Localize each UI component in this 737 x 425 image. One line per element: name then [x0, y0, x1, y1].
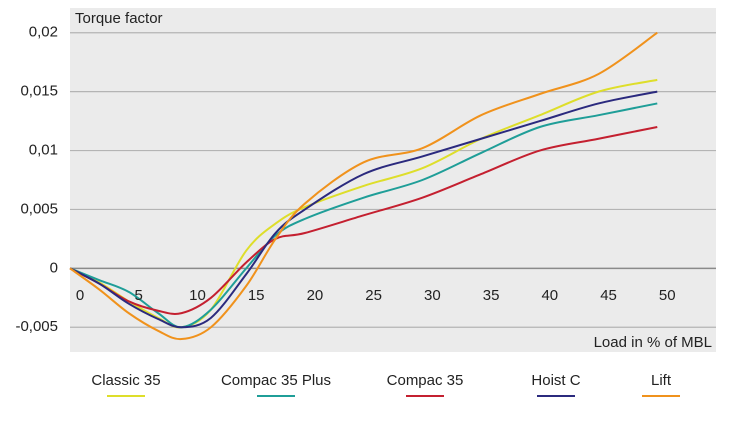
x-tick-label: 25	[365, 287, 382, 304]
y-tick-label: 0,01	[29, 142, 58, 159]
y-tick-label: -0,005	[15, 318, 58, 335]
x-tick-label: 0	[76, 287, 84, 304]
x-tick-label: 10	[189, 287, 206, 304]
lines	[69, 31, 658, 341]
y-tick-label: 0	[50, 259, 58, 276]
x-tick-label: 35	[483, 287, 500, 304]
y-tick-label: 0,005	[20, 200, 58, 217]
x-tick-label: 50	[659, 287, 676, 304]
y-tick-label: 0,015	[20, 83, 58, 100]
series-line	[69, 31, 658, 341]
legend-label: Lift	[651, 372, 672, 389]
legend-label: Compac 35	[387, 372, 464, 389]
series-line	[69, 90, 658, 329]
x-tick-label: 20	[307, 287, 324, 304]
x-tick-label: 15	[248, 287, 265, 304]
grid	[70, 32, 716, 328]
x-tick-label: 30	[424, 287, 441, 304]
x-axis-label: Load in % of MBL	[594, 334, 712, 351]
x-tick-label: 45	[600, 287, 617, 304]
series-line	[69, 102, 658, 329]
legend-label: Classic 35	[91, 372, 160, 389]
y-axis-label: Torque factor	[75, 10, 163, 27]
legend-label: Hoist C	[531, 372, 580, 389]
plot-area	[70, 8, 716, 352]
x-tick-label: 40	[541, 287, 558, 304]
y-tick-label: 0,02	[29, 24, 58, 41]
x-tick-label: 5	[135, 287, 143, 304]
series-line	[69, 78, 658, 329]
legend-label: Compac 35 Plus	[221, 372, 331, 389]
